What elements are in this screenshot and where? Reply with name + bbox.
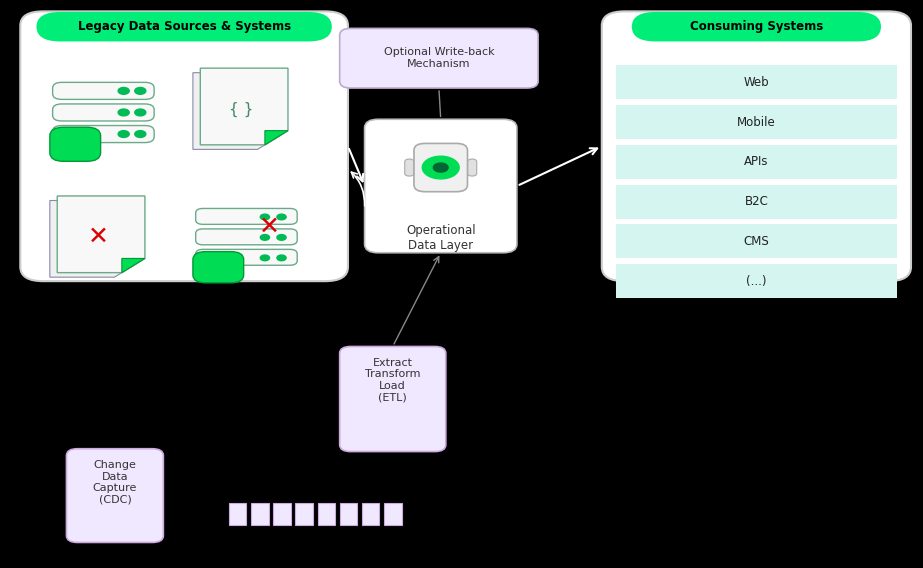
Polygon shape (57, 196, 145, 273)
Polygon shape (265, 131, 288, 145)
FancyBboxPatch shape (318, 503, 335, 525)
FancyBboxPatch shape (196, 208, 297, 224)
FancyBboxPatch shape (616, 145, 897, 179)
Circle shape (118, 131, 129, 137)
FancyBboxPatch shape (340, 346, 446, 452)
Text: (...): (...) (746, 275, 767, 287)
FancyBboxPatch shape (229, 503, 246, 525)
Polygon shape (122, 258, 145, 273)
FancyBboxPatch shape (616, 224, 897, 258)
Circle shape (118, 87, 129, 94)
Text: Extract
Transform
Load
(ETL): Extract Transform Load (ETL) (365, 358, 421, 403)
Text: Operational
Data Layer: Operational Data Layer (406, 224, 475, 252)
FancyBboxPatch shape (251, 503, 269, 525)
FancyBboxPatch shape (20, 11, 348, 281)
Text: Mobile: Mobile (737, 116, 775, 128)
FancyBboxPatch shape (340, 503, 357, 525)
FancyBboxPatch shape (616, 65, 897, 99)
FancyBboxPatch shape (196, 249, 297, 265)
FancyBboxPatch shape (273, 503, 291, 525)
FancyBboxPatch shape (631, 12, 881, 41)
FancyBboxPatch shape (616, 185, 897, 219)
Circle shape (277, 214, 286, 220)
Polygon shape (50, 201, 138, 277)
FancyBboxPatch shape (36, 12, 331, 41)
Text: B2C: B2C (745, 195, 768, 208)
FancyBboxPatch shape (196, 229, 297, 245)
FancyBboxPatch shape (365, 119, 517, 253)
FancyBboxPatch shape (405, 159, 414, 176)
Text: { }: { } (229, 102, 254, 117)
Text: Legacy Data Sources & Systems: Legacy Data Sources & Systems (78, 20, 291, 33)
FancyBboxPatch shape (295, 503, 313, 525)
Circle shape (260, 214, 270, 220)
FancyBboxPatch shape (384, 503, 402, 525)
Polygon shape (193, 73, 281, 149)
FancyBboxPatch shape (362, 503, 379, 525)
Circle shape (118, 109, 129, 116)
Text: Consuming Systems: Consuming Systems (689, 20, 823, 33)
Circle shape (260, 255, 270, 261)
Circle shape (277, 235, 286, 240)
Circle shape (434, 163, 449, 172)
Text: ✕: ✕ (259, 215, 280, 239)
FancyBboxPatch shape (193, 252, 244, 283)
Text: APIs: APIs (744, 156, 769, 168)
FancyBboxPatch shape (468, 159, 477, 176)
FancyBboxPatch shape (616, 105, 897, 139)
Text: ✕: ✕ (88, 225, 109, 249)
Text: Change
Data
Capture
(CDC): Change Data Capture (CDC) (92, 460, 138, 505)
Text: Web: Web (744, 76, 769, 89)
FancyBboxPatch shape (602, 11, 911, 281)
Circle shape (260, 235, 270, 240)
Text: Optional Write-back
Mechanism: Optional Write-back Mechanism (384, 47, 494, 69)
Circle shape (135, 131, 146, 137)
Circle shape (135, 109, 146, 116)
Circle shape (135, 87, 146, 94)
FancyBboxPatch shape (50, 127, 101, 161)
FancyBboxPatch shape (616, 264, 897, 298)
FancyBboxPatch shape (53, 104, 154, 121)
FancyBboxPatch shape (53, 82, 154, 99)
Text: CMS: CMS (744, 235, 769, 248)
FancyBboxPatch shape (340, 28, 538, 88)
FancyBboxPatch shape (53, 126, 154, 143)
FancyBboxPatch shape (66, 449, 163, 542)
FancyBboxPatch shape (414, 144, 468, 192)
Circle shape (423, 156, 459, 179)
Polygon shape (200, 68, 288, 145)
Circle shape (277, 255, 286, 261)
